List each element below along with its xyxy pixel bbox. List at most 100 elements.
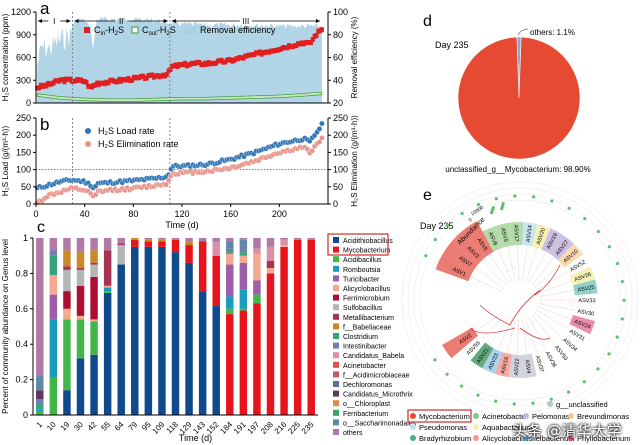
leader-line — [517, 28, 529, 36]
abundance-dot — [476, 393, 480, 397]
legend-dot — [410, 424, 416, 430]
bar-segment-acidibacillus — [90, 321, 98, 355]
bar-segment-metallibacterium — [117, 243, 125, 246]
abundance-dot — [512, 402, 516, 406]
bar-segment-mycobacterium — [158, 241, 166, 247]
legend-swatch — [333, 275, 339, 282]
leaf-label: ASV36 — [544, 351, 557, 369]
bar-segment-others — [117, 238, 125, 244]
legend-label: Romboutsia — [343, 267, 380, 274]
bar-segment-candidatus-babela — [266, 246, 275, 262]
abundance-ring — [419, 199, 621, 401]
bar-segment-alicyclobacillus — [280, 245, 288, 247]
abundance-ring — [407, 187, 633, 413]
y-tick-label: 150 — [16, 147, 31, 157]
legend-label: Acinetobacter — [482, 412, 528, 421]
y-tick-label: 0 — [26, 199, 31, 209]
y-tick-label: 900 — [16, 30, 31, 40]
legend-re-marker — [184, 27, 196, 34]
tree-branch — [522, 319, 528, 355]
bar-segment-alicyclobacillus — [226, 253, 234, 265]
bar-segment-acidibacillus — [253, 294, 261, 304]
x-tick-label: 200 — [272, 209, 287, 219]
x-tick-label: 79 — [127, 420, 140, 433]
legend-label: Clostridium — [343, 334, 378, 341]
abundance-dot — [583, 217, 587, 221]
bar-segment-romboutsia — [36, 409, 44, 412]
bar-segment-acidibacillus — [49, 377, 58, 415]
legend-swatch — [333, 323, 339, 330]
legend-label: Dechloromonas — [343, 382, 393, 389]
clade-highlight — [442, 241, 479, 273]
y-axis-title: Percent of community abundance on Genus … — [1, 239, 10, 414]
panel-letter-b: b — [40, 115, 49, 134]
abundance-bar — [489, 205, 496, 215]
bar-segment-metallibacterium — [103, 250, 112, 286]
cin-h2s-point — [130, 77, 135, 83]
leaf-label: ASV4 — [524, 359, 532, 374]
y-tick-label: 0.6 — [15, 304, 28, 314]
bar-segment-others — [266, 238, 275, 247]
legend-swatch — [333, 361, 339, 368]
legend-label: Phyllobacterium — [577, 434, 630, 443]
leaf-label: ASV17 — [512, 224, 519, 241]
legend-dot — [547, 401, 553, 407]
tree-branch — [507, 246, 516, 281]
legend-label: Alicyclobacillus — [482, 434, 533, 443]
bar-segment-intestinibacter — [49, 250, 58, 256]
bar-segment-acidibacillus — [36, 411, 44, 415]
bar-segment-others — [144, 238, 153, 240]
x-tick-label: 40 — [80, 209, 90, 219]
abundance-dot — [494, 399, 498, 403]
bar-segment-romboutsia — [103, 287, 112, 292]
panel-letter-e: e — [423, 187, 432, 204]
legend-swatch — [333, 285, 339, 291]
bar-segment-acidithiobacillus — [131, 246, 139, 415]
y-tick-label: 300 — [16, 75, 31, 85]
bar-segment-romboutsia — [226, 296, 234, 309]
bar-segment-others — [239, 238, 248, 240]
legend-label: Turicibacter — [343, 276, 380, 283]
legend-swatch — [333, 371, 339, 378]
bar-segment-alicyclobacillus — [266, 268, 275, 274]
x-tick-label: 64 — [113, 420, 126, 433]
legend-label: Candidatus_Microthrix — [343, 392, 413, 399]
abundance-dot — [620, 317, 624, 321]
x-tick-label: 225 — [286, 420, 302, 436]
clade-highlight — [550, 234, 574, 261]
leaf-label: ASV1 — [451, 267, 466, 278]
bar-segment-ferrimicrobium — [63, 291, 71, 309]
elimination-rate-point — [319, 135, 325, 141]
bar-segment-mycobacterium — [307, 239, 315, 415]
bar-segment-others — [90, 238, 98, 251]
legend-label: Pseudomonas — [419, 423, 467, 432]
bar-segment-acidibacillus — [103, 291, 112, 293]
tree-branch — [489, 254, 510, 284]
abundance-dot — [494, 197, 498, 201]
y2-tick-label: 100 — [333, 165, 348, 175]
bar-segment-ferrimicrobium — [90, 276, 98, 320]
y-tick-label: 100 — [16, 165, 31, 175]
abundance-tick-15000: 15000 — [470, 205, 485, 218]
clade-highlight — [573, 279, 598, 296]
clade-highlight — [557, 243, 584, 268]
y-tick-label: 600 — [16, 53, 31, 63]
x-tick-label: 19 — [59, 420, 72, 433]
cin-h2s-point — [319, 27, 324, 33]
y2-tick-label: 200 — [333, 130, 348, 140]
bar-segment-sulfobacillus — [63, 269, 71, 292]
x-tick-label: 216 — [273, 420, 289, 436]
legend-swatch — [333, 381, 339, 387]
clade-highlight — [482, 225, 503, 252]
removal-efficiency-area — [37, 16, 322, 103]
bar-segment-sulfobacillus — [76, 269, 85, 286]
cin-h2s-point — [62, 79, 67, 85]
y-axis-title: H₂S concentration (ppm) — [1, 13, 10, 101]
legend-swatch — [333, 294, 339, 301]
tree-branch — [539, 290, 575, 297]
x-tick-label: 55 — [99, 420, 112, 433]
clade-highlight — [521, 353, 537, 378]
panel-letter-c: c — [37, 219, 45, 236]
